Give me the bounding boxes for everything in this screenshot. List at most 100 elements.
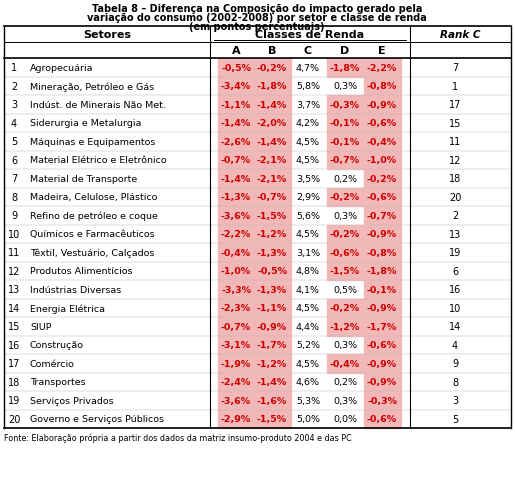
Bar [253, 280, 290, 299]
Bar [217, 188, 254, 207]
Text: -0,5%: -0,5% [257, 267, 287, 276]
Text: 7: 7 [452, 63, 458, 73]
Text: 17: 17 [8, 359, 20, 368]
Text: 1: 1 [452, 82, 458, 91]
Bar [4, 77, 511, 96]
Bar [4, 354, 511, 373]
Bar [4, 262, 511, 280]
Text: 4,7%: 4,7% [296, 63, 320, 73]
Text: Construção: Construção [30, 341, 84, 349]
Text: -1,7%: -1,7% [367, 322, 397, 331]
Text: Energia Elétrica: Energia Elétrica [30, 303, 105, 313]
Text: -0,9%: -0,9% [367, 359, 397, 368]
Bar [217, 243, 254, 262]
Text: -1,0%: -1,0% [221, 267, 251, 276]
Text: -1,2%: -1,2% [257, 230, 287, 239]
Text: -0,9%: -0,9% [367, 101, 397, 109]
Bar [364, 59, 401, 77]
Bar [253, 151, 290, 170]
Bar [364, 170, 401, 188]
Text: -1,1%: -1,1% [221, 101, 251, 109]
Text: Rank C: Rank C [440, 30, 480, 40]
Bar [327, 262, 364, 280]
Text: -0,6%: -0,6% [367, 193, 397, 202]
Text: 4,6%: 4,6% [296, 378, 320, 386]
Text: 2: 2 [452, 211, 458, 221]
Text: -1,4%: -1,4% [257, 378, 287, 386]
Text: -0,4%: -0,4% [367, 137, 397, 147]
Text: Madeira, Celulose, Plástico: Madeira, Celulose, Plástico [30, 193, 158, 202]
Bar [217, 59, 254, 77]
Text: 6: 6 [11, 155, 17, 166]
Text: Material de Transporte: Material de Transporte [30, 174, 138, 183]
Text: (em pontos percentuais): (em pontos percentuais) [189, 22, 325, 32]
Text: 5: 5 [11, 137, 17, 147]
Text: 5,3%: 5,3% [296, 396, 320, 405]
Bar [364, 262, 401, 280]
Text: Comércio: Comércio [30, 359, 75, 368]
Bar [4, 318, 511, 336]
Text: -0,2%: -0,2% [330, 303, 360, 313]
Text: -1,3%: -1,3% [257, 285, 287, 294]
Bar [217, 409, 254, 428]
Bar [327, 354, 364, 373]
Text: -1,4%: -1,4% [221, 119, 251, 128]
Text: -1,9%: -1,9% [221, 359, 251, 368]
Bar [217, 114, 254, 133]
Bar [364, 188, 401, 207]
Bar [364, 280, 401, 299]
Text: 4,5%: 4,5% [296, 230, 320, 239]
Text: -2,4%: -2,4% [221, 378, 251, 386]
Bar [4, 336, 511, 354]
Bar [217, 354, 254, 373]
Text: -0,9%: -0,9% [367, 230, 397, 239]
Bar [217, 262, 254, 280]
Text: 3: 3 [452, 395, 458, 406]
Text: 15: 15 [449, 119, 461, 128]
Bar [253, 170, 290, 188]
Text: -0,6%: -0,6% [367, 119, 397, 128]
Bar [217, 280, 254, 299]
Text: 20: 20 [449, 192, 461, 202]
Bar [253, 409, 290, 428]
Text: 13: 13 [449, 229, 461, 239]
Text: 16: 16 [449, 285, 461, 295]
Text: -1,4%: -1,4% [257, 101, 287, 109]
Bar [4, 188, 511, 207]
Text: -0,1%: -0,1% [330, 119, 360, 128]
Text: -0,7%: -0,7% [221, 322, 251, 331]
Text: 14: 14 [449, 321, 461, 332]
Bar [253, 336, 290, 354]
Text: 20: 20 [8, 414, 20, 424]
Bar [364, 96, 401, 114]
Text: 5,6%: 5,6% [296, 212, 320, 220]
Text: Setores: Setores [83, 30, 131, 40]
Bar [327, 133, 364, 151]
Bar [364, 114, 401, 133]
Bar [327, 243, 364, 262]
Bar [364, 151, 401, 170]
Text: 17: 17 [449, 100, 461, 110]
Bar [217, 318, 254, 336]
Text: -1,1%: -1,1% [257, 303, 287, 313]
Text: D: D [340, 46, 350, 56]
Text: -1,6%: -1,6% [257, 396, 287, 405]
Text: 4,1%: 4,1% [296, 285, 320, 294]
Text: Indústrias Diversas: Indústrias Diversas [30, 285, 121, 294]
Bar [4, 391, 511, 409]
Text: -0,7%: -0,7% [221, 156, 251, 165]
Bar [253, 96, 290, 114]
Text: -3,3%: -3,3% [221, 285, 251, 294]
Bar [217, 373, 254, 391]
Text: Siderurgia e Metalurgia: Siderurgia e Metalurgia [30, 119, 142, 128]
Bar [364, 299, 401, 318]
Bar [253, 59, 290, 77]
Text: -0,7%: -0,7% [367, 212, 397, 220]
Text: -0,7%: -0,7% [330, 156, 360, 165]
Text: -1,5%: -1,5% [330, 267, 360, 276]
Text: 5: 5 [452, 414, 458, 424]
Text: 0,2%: 0,2% [333, 378, 357, 386]
Text: 3: 3 [11, 100, 17, 110]
Text: variação do consumo (2002-2008) por setor e classe de renda: variação do consumo (2002-2008) por seto… [87, 13, 427, 23]
Text: -0,3%: -0,3% [330, 101, 360, 109]
